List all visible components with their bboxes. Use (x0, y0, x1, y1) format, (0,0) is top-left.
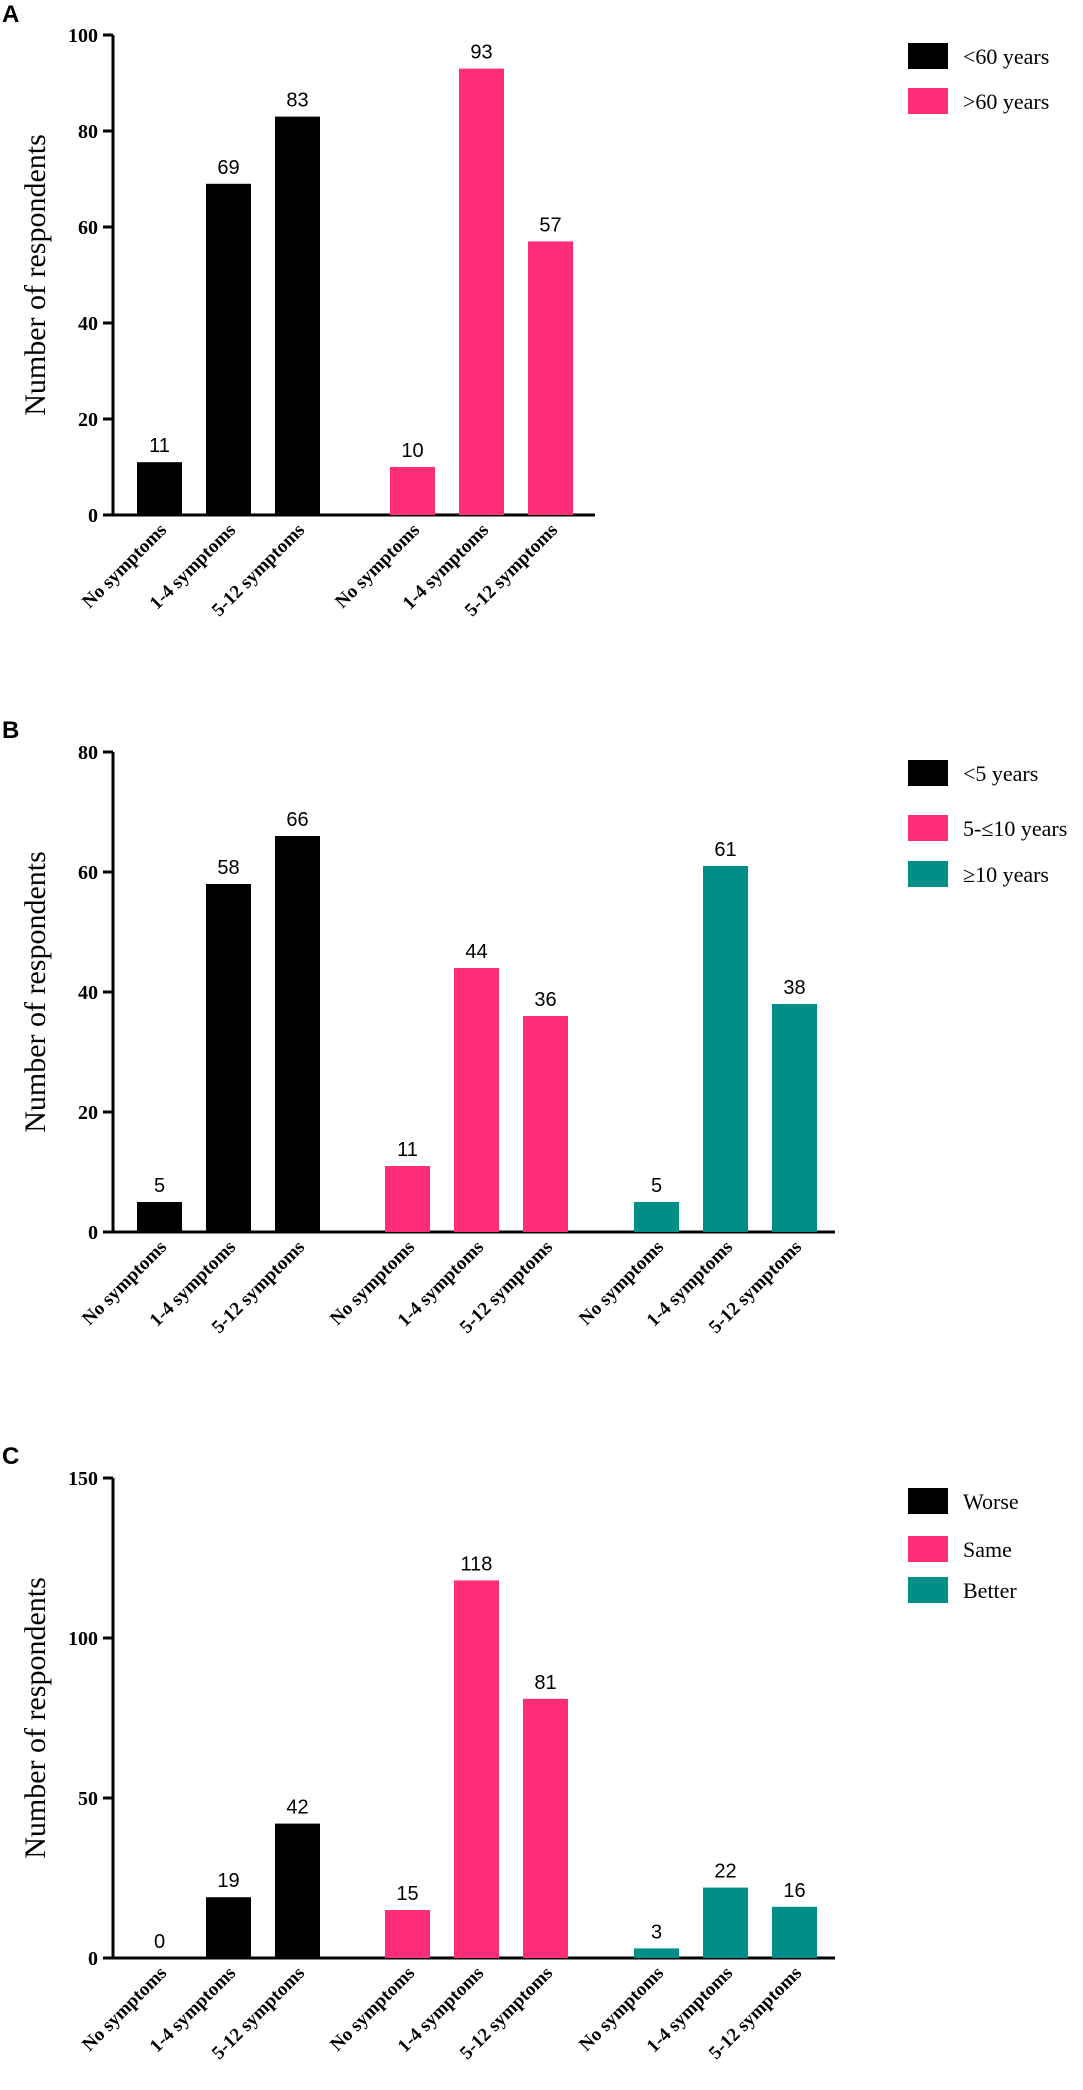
legend-swatch (908, 88, 948, 114)
y-axis-label: Number of respondents (19, 1577, 52, 1859)
bar (523, 1698, 568, 1958)
data-label: 118 (461, 1553, 493, 1575)
legend-swatch (908, 760, 948, 786)
bar (634, 1202, 679, 1232)
bar (137, 1202, 182, 1232)
legend-label: ≥10 years (963, 862, 1049, 887)
data-label: 42 (286, 1797, 308, 1819)
legend-swatch (908, 1488, 948, 1514)
legend-swatch (908, 861, 948, 887)
legend-swatch (908, 43, 948, 69)
bar (275, 116, 320, 515)
y-axis-label: Number of respondents (19, 134, 52, 416)
legend-label: Same (963, 1537, 1012, 1562)
data-label: 61 (714, 839, 736, 861)
data-label: 81 (534, 1672, 556, 1694)
y-tick-label: 80 (78, 121, 98, 143)
bar (206, 1897, 251, 1958)
data-label: 66 (286, 809, 308, 831)
panel-letter: B (2, 717, 19, 744)
legend-swatch (908, 1536, 948, 1562)
data-label: 83 (286, 90, 308, 112)
y-tick-label: 40 (78, 982, 98, 1004)
bar (275, 836, 320, 1232)
bar (454, 968, 499, 1232)
data-label: 57 (539, 214, 561, 236)
data-label: 16 (783, 1880, 805, 1902)
legend-label: >60 years (963, 89, 1049, 114)
legend-swatch (908, 1577, 948, 1603)
y-tick-label: 20 (78, 409, 98, 431)
data-label: 11 (397, 1139, 418, 1161)
data-label: 69 (217, 157, 239, 179)
y-tick-label: 50 (78, 1788, 98, 1810)
y-tick-label: 0 (88, 505, 98, 527)
data-label: 10 (401, 440, 423, 462)
data-label: 5 (154, 1175, 165, 1197)
bar (137, 462, 182, 515)
legend-label: Worse (963, 1489, 1019, 1514)
bar (454, 1580, 499, 1958)
bar (385, 1910, 430, 1958)
data-label: 0 (154, 1931, 165, 1953)
bar (528, 241, 573, 515)
data-label: 3 (651, 1921, 662, 1943)
y-tick-label: 150 (68, 1468, 98, 1490)
bar (634, 1948, 679, 1958)
legend-label: <60 years (963, 44, 1049, 69)
y-tick-label: 100 (68, 1628, 98, 1650)
data-label: 58 (217, 857, 239, 879)
data-label: 5 (651, 1175, 662, 1197)
y-tick-label: 20 (78, 1102, 98, 1124)
y-tick-label: 40 (78, 313, 98, 335)
y-tick-label: 100 (68, 25, 98, 47)
bar (385, 1166, 430, 1232)
bar (703, 866, 748, 1232)
y-tick-label: 0 (88, 1222, 98, 1244)
legend-label: 5-≤10 years (963, 816, 1067, 841)
bar (459, 68, 504, 515)
bar (523, 1016, 568, 1232)
panel-letter: C (2, 1443, 19, 1470)
y-axis-label: Number of respondents (19, 851, 52, 1133)
data-label: 22 (714, 1861, 736, 1883)
y-tick-label: 60 (78, 862, 98, 884)
data-label: 36 (534, 989, 556, 1011)
data-label: 11 (149, 435, 170, 457)
legend-label: Better (963, 1578, 1017, 1603)
data-label: 44 (465, 941, 487, 963)
data-label: 15 (396, 1883, 418, 1905)
data-label: 19 (217, 1870, 239, 1892)
bar (772, 1004, 817, 1232)
bar (390, 467, 435, 515)
data-label: 38 (783, 977, 805, 999)
bar (703, 1887, 748, 1958)
legend-label: <5 years (963, 761, 1038, 786)
data-label: 93 (470, 42, 492, 64)
bar (275, 1823, 320, 1958)
bar (206, 183, 251, 516)
bar (772, 1906, 817, 1958)
bar (206, 884, 251, 1232)
legend-swatch (908, 815, 948, 841)
y-tick-label: 80 (78, 742, 98, 764)
y-tick-label: 0 (88, 1948, 98, 1970)
panel-letter: A (2, 1, 19, 28)
y-tick-label: 60 (78, 217, 98, 239)
